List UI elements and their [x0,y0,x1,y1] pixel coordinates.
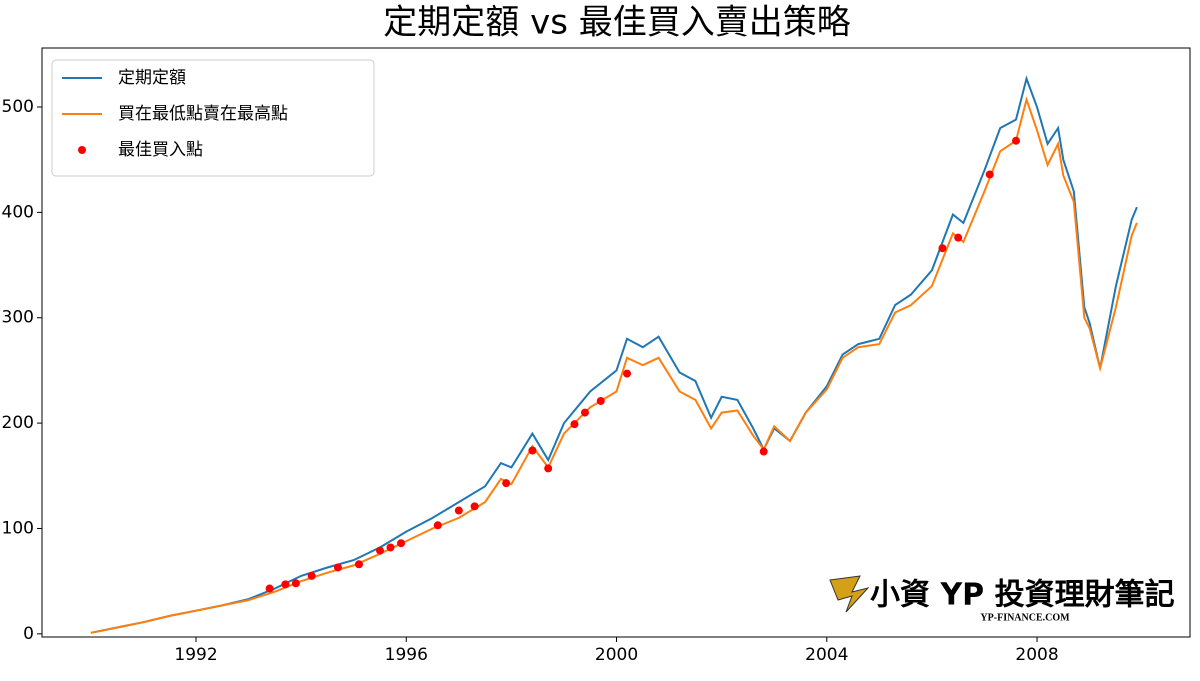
chart-title: 定期定額 vs 最佳買入賣出策略 [383,3,850,43]
legend-box [51,59,375,177]
y-tick-label: 500 [2,97,34,117]
scatter-point [291,579,300,588]
y-tick-label: 0 [23,624,34,644]
scatter-point [985,170,994,179]
y-tick-label: 300 [2,308,34,328]
x-tick-label: 1996 [385,645,428,665]
scatter-point [333,563,342,572]
scatter-point [281,580,290,589]
scatter-point [386,543,395,552]
scatter-point [502,479,511,488]
scatter-point [265,584,274,593]
scatter-point [375,546,384,555]
scatter-point [1012,136,1021,145]
scatter-point [938,244,947,253]
x-tick-label: 2000 [595,645,638,665]
watermark-site: YP-FINANCE.COM [980,612,1070,623]
scatter-point [470,502,479,511]
scatter-point [397,539,406,548]
legend-label: 最佳買入點 [118,140,203,160]
x-tick-label: 2008 [1015,645,1058,665]
plot-frame [41,47,1191,638]
y-tick-label: 200 [2,413,34,433]
y-tick-label: 100 [2,518,34,538]
line-series [90,75,1138,634]
legend-label: 定期定額 [118,68,186,88]
scatter-point [454,506,463,515]
line-series [90,96,1138,634]
y-tick-label: 400 [2,202,34,222]
watermark-title: 小資 YP 投資理財筆記 [870,578,1175,613]
scatter-point [759,447,768,456]
x-tick-label: 1992 [174,645,217,665]
scatter-point [570,420,579,429]
watermark-logo [829,575,870,613]
scatter-point [544,464,553,473]
scatter-point [433,521,442,530]
scatter-point [596,396,605,405]
x-tick-label: 2004 [805,645,848,665]
legend-swatch [78,146,86,154]
scatter-point [354,560,363,569]
scatter-point [307,571,316,580]
scatter-point [580,408,589,417]
scatter-point [528,446,537,455]
legend-label: 買在最低點賣在最高點 [118,104,288,124]
scatter-point [954,233,963,242]
scatter-point [623,369,632,378]
